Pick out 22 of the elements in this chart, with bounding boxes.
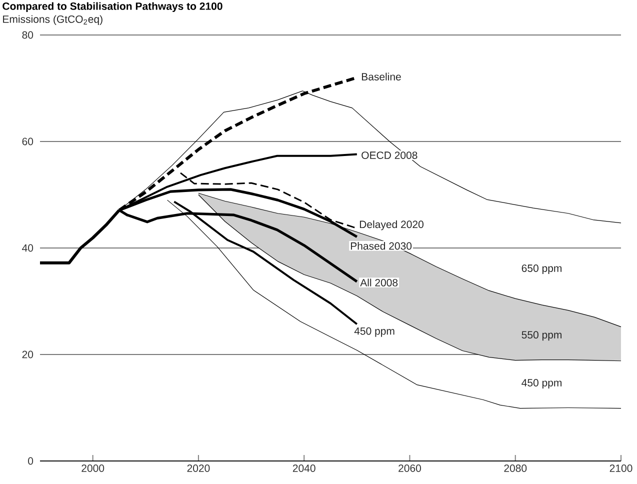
series-label: 450 ppm — [354, 327, 394, 337]
x-tick-label: 2080 — [504, 464, 527, 472]
series-label: Baseline — [362, 72, 401, 80]
y-tick-label: 40 — [22, 244, 34, 252]
y-tick-label: 20 — [22, 350, 34, 358]
series-label: Phased 2030 — [350, 242, 412, 250]
series-label: All 2008 — [360, 278, 398, 286]
annotation: 650 ppm — [522, 264, 562, 274]
y-axis-title: Emissions (GtCO$_{2}$eq) — [3, 15, 102, 25]
annotation: 450 ppm — [522, 379, 562, 389]
x-tick-label: 2000 — [82, 464, 104, 472]
annotation: 550 ppm — [522, 331, 562, 341]
x-tick-label: 2100 — [610, 464, 632, 472]
y-tick-label: 0 — [28, 457, 34, 465]
series-label: Delayed 2020 — [360, 220, 424, 230]
x-tick-label: 2040 — [292, 464, 316, 472]
y-tick-label: 60 — [22, 138, 34, 146]
y-tick-label: 80 — [22, 31, 34, 39]
x-tick-label: 2060 — [398, 464, 421, 472]
x-tick-label: 2020 — [187, 464, 210, 472]
chart-title: Compared to Stabilisation Pathways to 2100 — [2, 2, 222, 12]
series-label: OECD 2008 — [362, 152, 418, 159]
